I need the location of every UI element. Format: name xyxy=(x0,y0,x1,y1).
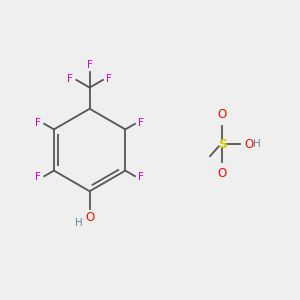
Text: F: F xyxy=(138,118,144,128)
Text: O: O xyxy=(218,108,227,121)
Text: F: F xyxy=(67,74,73,84)
Text: S: S xyxy=(218,138,226,151)
Text: O: O xyxy=(218,167,227,180)
Text: F: F xyxy=(106,74,112,84)
Text: H: H xyxy=(75,218,82,228)
Text: H: H xyxy=(253,139,261,149)
Text: O: O xyxy=(245,138,254,151)
Text: F: F xyxy=(138,172,144,182)
Text: O: O xyxy=(85,211,94,224)
Text: F: F xyxy=(35,118,41,128)
Text: F: F xyxy=(87,60,93,70)
Text: F: F xyxy=(35,172,41,182)
